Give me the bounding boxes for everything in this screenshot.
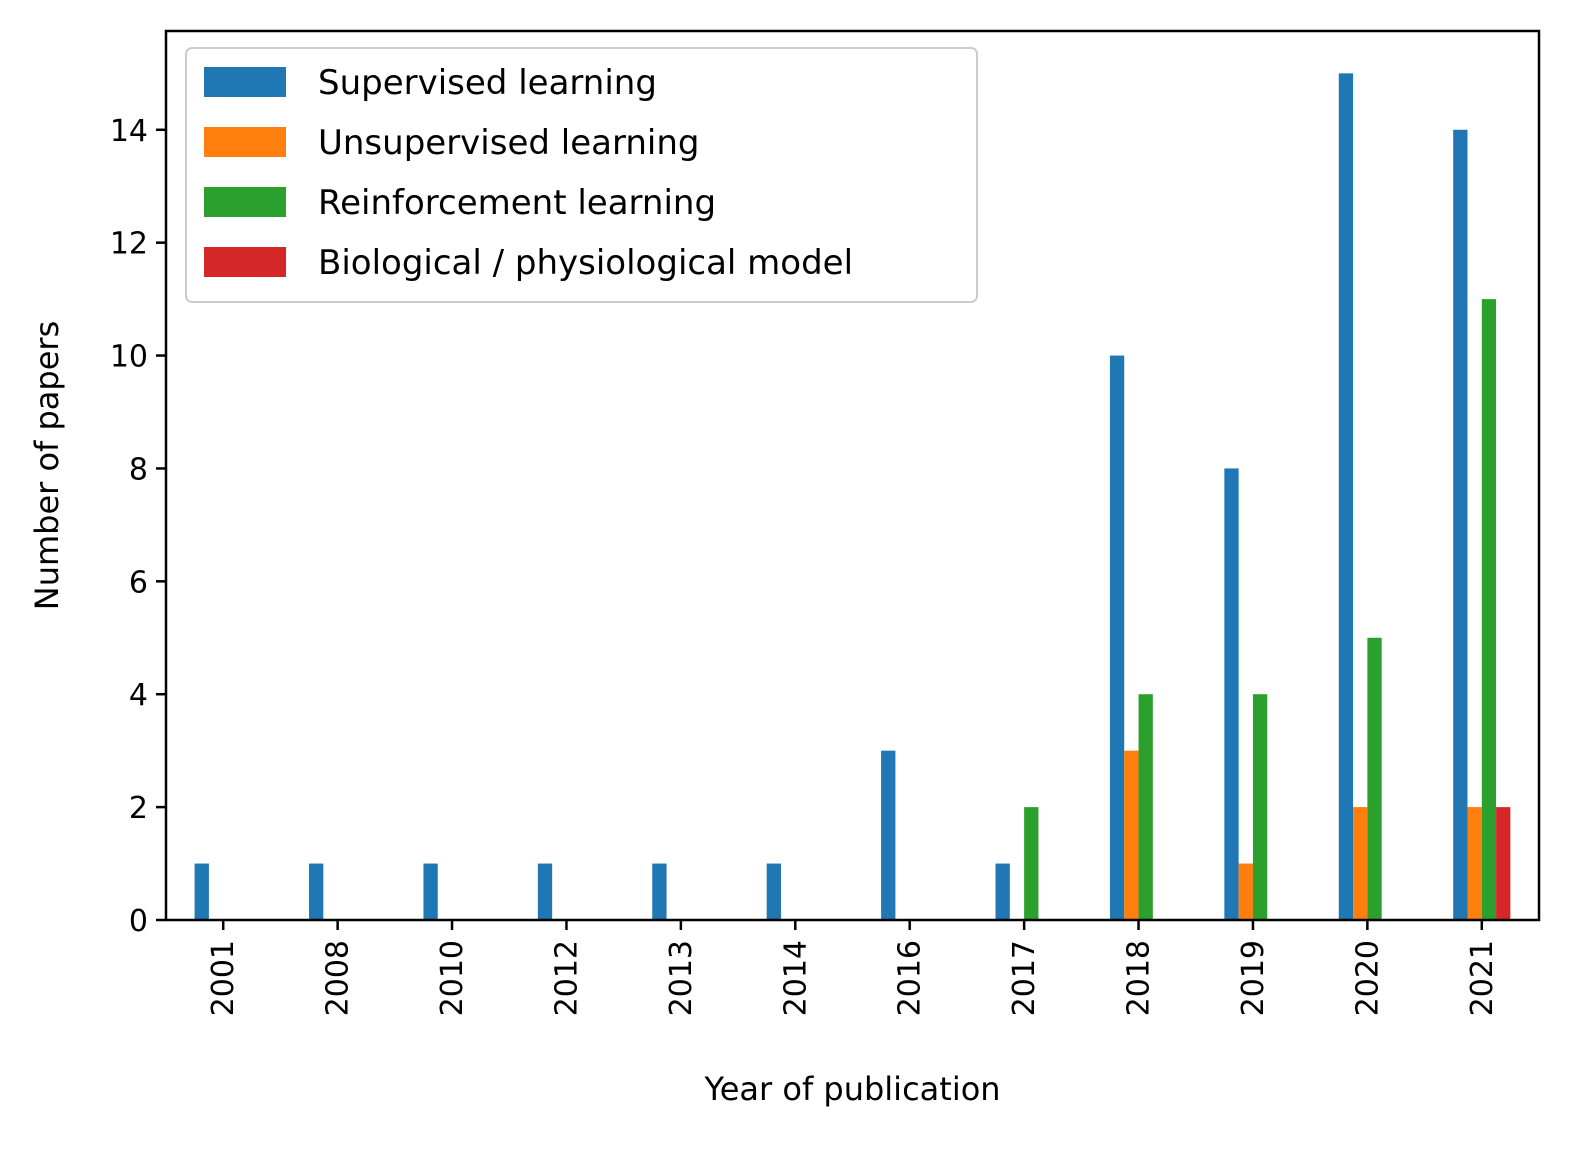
bar-supervised-learning-2017 [995, 863, 1010, 920]
legend-label: Unsupervised learning [318, 123, 699, 163]
y-tick-label: 10 [110, 340, 148, 375]
bars-layer [194, 73, 1511, 920]
x-tick-label: 2021 [1465, 940, 1500, 1016]
y-axis-title: Number of papers [28, 321, 66, 610]
y-tick-label: 0 [129, 904, 148, 939]
legend-swatch [204, 247, 286, 277]
bar-biological-physiological-model-2021 [1496, 807, 1511, 920]
x-tick-label: 2001 [206, 940, 241, 1016]
x-tick-label: 2017 [1007, 940, 1042, 1016]
bar-reinforcement-learning-2020 [1367, 637, 1382, 920]
x-tick-label: 2010 [435, 940, 470, 1016]
bar-unsupervised-learning-2018 [1124, 750, 1139, 920]
bar-supervised-learning-2008 [309, 863, 324, 920]
x-tick-label: 2016 [893, 940, 928, 1016]
bar-supervised-learning-2010 [423, 863, 438, 920]
bar-reinforcement-learning-2019 [1252, 694, 1268, 920]
bar-supervised-learning-2021 [1453, 129, 1468, 920]
x-axis-title: Year of publication [703, 1070, 1000, 1108]
bar-unsupervised-learning-2020 [1353, 807, 1368, 920]
x-tick-label: 2019 [1236, 940, 1271, 1016]
y-tick-label: 14 [110, 114, 148, 149]
y-tick-label: 8 [129, 452, 148, 487]
bar-supervised-learning-2013 [652, 863, 667, 920]
bar-reinforcement-learning-2021 [1481, 299, 1497, 920]
y-tick-label: 12 [110, 227, 148, 262]
legend-swatch [204, 127, 286, 157]
y-tick-label: 2 [129, 791, 148, 826]
bar-supervised-learning-2018 [1109, 355, 1125, 920]
y-axis: 0 2 4 6 8 10 12 14 [110, 114, 166, 939]
y-tick-label: 6 [129, 565, 148, 600]
legend-label: Reinforcement learning [318, 183, 716, 223]
x-tick-label: 2012 [549, 940, 584, 1016]
x-tick-label: 2018 [1122, 940, 1157, 1016]
bar-supervised-learning-2020 [1338, 73, 1354, 920]
bar-unsupervised-learning-2021 [1467, 807, 1482, 920]
legend-box [185, 47, 978, 303]
legend-swatch [204, 67, 286, 97]
x-axis: 2001 2008 2010 2012 2013 2014 2016 2017 2018 2019… [206, 920, 1500, 1016]
y-tick-label: 4 [129, 678, 148, 713]
bar-supervised-learning-2016 [881, 750, 896, 920]
legend-label: Biological / physiological model [318, 243, 853, 283]
legend: Supervised learning Unsupervised learning… [185, 47, 978, 303]
bar-reinforcement-learning-2018 [1138, 694, 1153, 920]
legend-swatch [204, 187, 286, 217]
x-tick-label: 2008 [321, 940, 356, 1016]
x-tick-label: 2020 [1350, 940, 1385, 1016]
legend-items: Supervised learning Unsupervised learning… [204, 63, 853, 283]
legend-label: Supervised learning [318, 63, 657, 103]
bar-supervised-learning-2019 [1224, 468, 1239, 920]
bar-unsupervised-learning-2019 [1238, 863, 1253, 920]
bar-reinforcement-learning-2017 [1024, 807, 1039, 920]
bar-supervised-learning-2001 [194, 863, 209, 920]
x-tick-label: 2014 [778, 940, 813, 1016]
bar-supervised-learning-2014 [766, 863, 781, 920]
bar-supervised-learning-2012 [537, 863, 553, 920]
x-tick-label: 2013 [664, 940, 699, 1016]
plot-frame [164, 29, 1541, 922]
